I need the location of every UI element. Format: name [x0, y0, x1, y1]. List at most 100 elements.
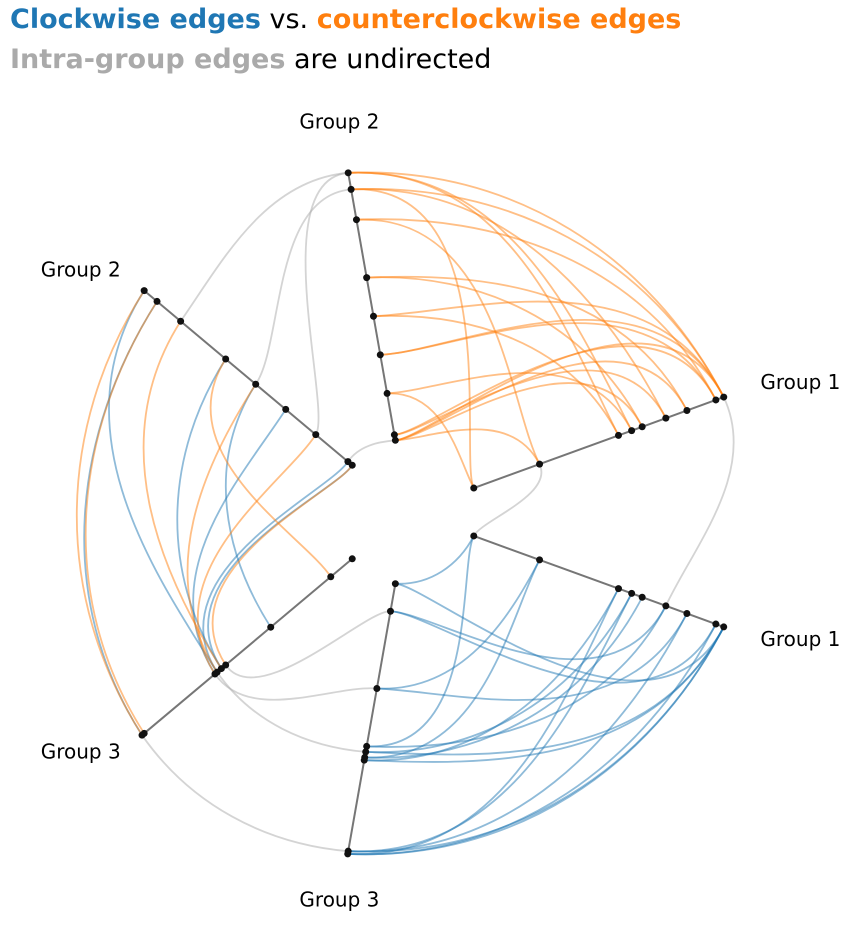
edge: [366, 276, 643, 428]
axis-line: [141, 558, 353, 736]
node: [363, 274, 371, 282]
node: [683, 610, 691, 618]
axis-line: [473, 535, 725, 628]
node: [470, 484, 478, 492]
edge: [214, 673, 377, 701]
axis-line: [346, 583, 397, 855]
axis-label: Group 2: [299, 110, 379, 134]
node: [344, 850, 352, 858]
edge: [366, 275, 688, 411]
edge: [224, 610, 391, 679]
edge: [211, 464, 353, 666]
node: [712, 620, 720, 628]
edge: [395, 535, 475, 585]
edge: [84, 300, 158, 734]
edge: [348, 613, 688, 853]
node: [386, 607, 394, 615]
edge: [366, 605, 667, 748]
edge: [472, 463, 543, 537]
node: [470, 532, 478, 540]
edge: [365, 626, 725, 756]
edge: [348, 171, 620, 436]
axis-line: [143, 289, 353, 466]
node: [662, 602, 670, 610]
node: [536, 460, 544, 468]
node: [222, 355, 230, 363]
node: [614, 431, 622, 439]
edge: [202, 461, 349, 673]
title-line: Clockwise edges vs. counterclockwise edg…: [10, 4, 681, 35]
edge: [364, 626, 725, 763]
node: [369, 312, 377, 320]
title-note: are undirected: [294, 44, 492, 75]
axis-label: Group 2: [41, 257, 121, 281]
edge: [142, 320, 223, 670]
node: [140, 287, 148, 295]
axes: [141, 172, 725, 855]
node: [360, 756, 368, 764]
node: [628, 589, 636, 597]
node: [391, 580, 399, 588]
node: [373, 684, 381, 692]
node: [376, 351, 384, 359]
node: [138, 731, 146, 739]
node: [390, 431, 398, 439]
edge: [390, 605, 667, 661]
axis-label: Group 1: [760, 627, 840, 651]
edge: [141, 734, 349, 853]
edge: [366, 535, 475, 748]
edge: [348, 592, 633, 853]
edge: [356, 218, 541, 465]
edge: [186, 383, 257, 673]
node: [614, 585, 622, 593]
axis-label: Group 3: [299, 887, 379, 911]
edge: [364, 559, 541, 759]
axis-label: Group 3: [41, 740, 121, 764]
axis-line: [473, 396, 725, 489]
node: [720, 393, 728, 401]
node: [383, 389, 391, 397]
edge: [347, 623, 717, 856]
title-clockwise: Clockwise edges: [10, 4, 261, 35]
edge: [192, 408, 287, 675]
edge: [348, 626, 725, 853]
edge: [83, 300, 158, 736]
subtitle-line: Intra-group edges are undirected: [10, 44, 491, 75]
edge: [395, 428, 541, 465]
axis-line: [347, 172, 397, 441]
node: [177, 317, 185, 325]
edge: [365, 592, 633, 754]
edge: [209, 358, 332, 578]
edge: [395, 342, 725, 442]
edge: [108, 290, 218, 673]
edge: [254, 188, 352, 385]
edge: [376, 559, 541, 690]
node: [638, 423, 646, 431]
node: [344, 169, 352, 177]
edge: [179, 171, 349, 322]
edge: [207, 464, 353, 670]
edge: [394, 345, 717, 436]
edge: [196, 434, 317, 675]
edge: [304, 171, 349, 436]
edge: [364, 596, 643, 759]
edge: [665, 396, 735, 607]
node: [327, 573, 335, 581]
node: [347, 185, 355, 193]
edge: [224, 383, 272, 628]
node: [662, 414, 670, 422]
node: [348, 555, 356, 563]
title-intra: Intra-group edges: [10, 44, 286, 75]
edge: [387, 392, 475, 489]
axis-label: Group 1: [760, 370, 840, 394]
title-counterclockwise: counterclockwise edges: [316, 4, 682, 35]
node: [211, 670, 219, 678]
node: [352, 216, 360, 224]
edge: [348, 171, 725, 398]
node: [344, 458, 352, 466]
edge: [395, 382, 643, 442]
node: [391, 436, 399, 444]
node: [252, 380, 260, 388]
